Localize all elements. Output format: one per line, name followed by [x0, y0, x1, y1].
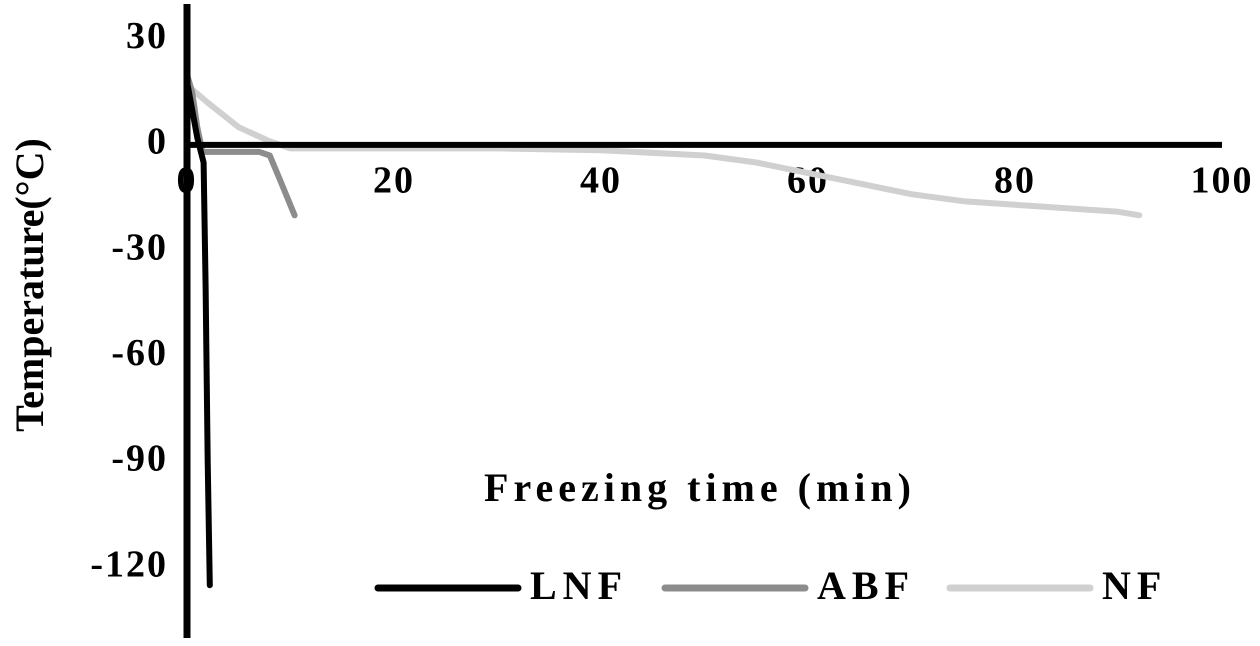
legend-label: ABF [817, 563, 915, 608]
x-tick-label: 20 [373, 160, 415, 202]
y-tick-label: -120 [90, 543, 168, 585]
x-tick-label: 100 [1191, 160, 1254, 202]
y-tick-label: 0 [147, 121, 168, 163]
legend-label: NF [1102, 563, 1167, 608]
x-axis-title: Freezing time (min) [484, 465, 916, 510]
y-tick-label: -90 [111, 438, 168, 480]
y-tick-label: -30 [111, 226, 168, 268]
line-series [184, 78, 213, 589]
y-axis-title: Temperature(°C) [7, 138, 52, 432]
line-series [184, 82, 1143, 219]
x-tick-label: 60 [787, 160, 829, 202]
legend-label: LNF [530, 563, 628, 608]
x-tick-label: 80 [994, 160, 1036, 202]
x-tick-label: 40 [580, 160, 622, 202]
y-tick-label: 30 [126, 15, 168, 57]
y-tick-label: -60 [111, 332, 168, 374]
